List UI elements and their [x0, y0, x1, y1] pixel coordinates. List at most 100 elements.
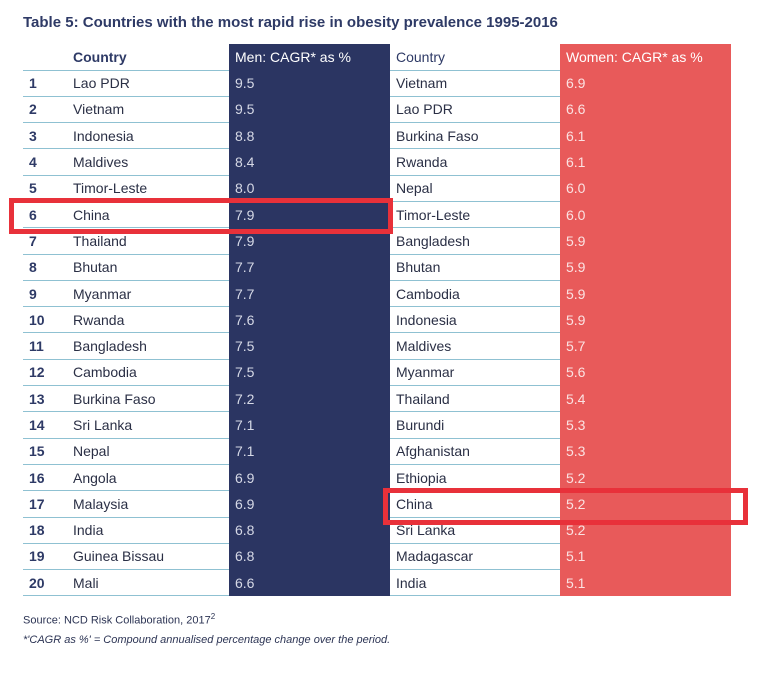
cell-rank: 19 — [23, 543, 67, 571]
cell-rank: 14 — [23, 411, 67, 439]
cell-women-val: 5.6 — [560, 359, 731, 387]
cell-women-val: 5.9 — [560, 227, 731, 255]
cell-women-country: Vietnam — [390, 70, 560, 97]
cell-men-country: Malaysia — [67, 490, 229, 518]
table-body: 1 Lao PDR 9.5 Vietnam 6.9 2 Vietnam 9.5 Lao PDR 6… — [23, 70, 731, 597]
cell-women-val: 5.2 — [560, 490, 731, 518]
cell-rank: 11 — [23, 332, 67, 360]
cell-men-country: Nepal — [67, 438, 229, 465]
cell-women-val: 5.1 — [560, 569, 731, 597]
cell-rank: 5 — [23, 175, 67, 202]
table-header: Country Men: CAGR* as % Country Women: C… — [23, 44, 731, 71]
cell-rank: 10 — [23, 306, 67, 334]
header-men-value: Men: CAGR* as % — [229, 44, 390, 70]
cell-women-country: Bhutan — [390, 254, 560, 281]
cell-rank: 18 — [23, 517, 67, 544]
table-row: 15 Nepal 7.1 Afghanistan 5.3 — [23, 438, 731, 465]
table-row: 11 Bangladesh 7.5 Maldives 5.7 — [23, 332, 731, 360]
cell-men-val: 7.7 — [229, 280, 390, 308]
cell-women-val: 5.1 — [560, 543, 731, 571]
table-row: 20 Mali 6.6 India 5.1 — [23, 569, 731, 597]
cell-women-val: 5.9 — [560, 280, 731, 308]
cell-men-val: 7.1 — [229, 438, 390, 465]
cell-women-val: 6.0 — [560, 175, 731, 202]
cell-women-country: Timor-Leste — [390, 201, 560, 229]
cell-men-val: 7.2 — [229, 385, 390, 413]
cell-women-country: China — [390, 490, 560, 518]
cell-women-country: Myanmar — [390, 359, 560, 387]
cell-men-country: Sri Lanka — [67, 411, 229, 439]
table-row: 13 Burkina Faso 7.2 Thailand 5.4 — [23, 385, 731, 413]
cell-women-country: Afghanistan — [390, 438, 560, 465]
cell-men-country: Bangladesh — [67, 332, 229, 360]
cell-men-val: 6.8 — [229, 543, 390, 571]
cell-rank: 6 — [23, 201, 67, 229]
cell-women-country: Bangladesh — [390, 227, 560, 255]
cell-men-country: Vietnam — [67, 96, 229, 124]
cell-women-val: 5.9 — [560, 254, 731, 281]
table-title: Table 5: Countries with the most rapid r… — [23, 14, 558, 31]
cell-rank: 13 — [23, 385, 67, 413]
cell-women-country: Maldives — [390, 332, 560, 360]
cell-men-val: 7.1 — [229, 411, 390, 439]
cell-men-val: 8.8 — [229, 122, 390, 150]
cell-men-country: Maldives — [67, 148, 229, 176]
table-row: 5 Timor-Leste 8.0 Nepal 6.0 — [23, 175, 731, 202]
cell-rank: 20 — [23, 569, 67, 597]
cell-men-val: 7.5 — [229, 359, 390, 387]
table-row: 17 Malaysia 6.9 China 5.2 — [23, 490, 731, 518]
cell-women-val: 5.4 — [560, 385, 731, 413]
table-row: 7 Thailand 7.9 Bangladesh 5.9 — [23, 227, 731, 255]
footnote: *'CAGR as %' = Compound annualised perce… — [23, 634, 391, 646]
cell-rank: 15 — [23, 438, 67, 465]
cell-men-val: 7.5 — [229, 332, 390, 360]
cell-men-val: 7.9 — [229, 227, 390, 255]
table-row: 9 Myanmar 7.7 Cambodia 5.9 — [23, 280, 731, 308]
cell-rank: 17 — [23, 490, 67, 518]
table-row: 1 Lao PDR 9.5 Vietnam 6.9 — [23, 70, 731, 97]
cell-men-val: 6.6 — [229, 569, 390, 597]
cell-men-val: 9.5 — [229, 70, 390, 97]
cell-men-country: Lao PDR — [67, 70, 229, 97]
cell-women-val: 5.3 — [560, 438, 731, 465]
table-row: 12 Cambodia 7.5 Myanmar 5.6 — [23, 359, 731, 387]
header-rank — [23, 44, 67, 71]
cell-rank: 12 — [23, 359, 67, 387]
cell-women-country: Madagascar — [390, 543, 560, 571]
cell-women-country: Indonesia — [390, 306, 560, 334]
cell-men-val: 7.7 — [229, 254, 390, 281]
cell-rank: 2 — [23, 96, 67, 124]
cell-women-val: 5.7 — [560, 332, 731, 360]
cell-men-country: Myanmar — [67, 280, 229, 308]
cell-women-country: Burkina Faso — [390, 122, 560, 150]
cell-women-country: Cambodia — [390, 280, 560, 308]
cell-women-country: Thailand — [390, 385, 560, 413]
table-row: 16 Angola 6.9 Ethiopia 5.2 — [23, 464, 731, 492]
cell-men-country: Burkina Faso — [67, 385, 229, 413]
cell-rank: 8 — [23, 254, 67, 281]
cell-rank: 9 — [23, 280, 67, 308]
table-row: 14 Sri Lanka 7.1 Burundi 5.3 — [23, 411, 731, 439]
table-row: 3 Indonesia 8.8 Burkina Faso 6.1 — [23, 122, 731, 150]
cell-rank: 4 — [23, 148, 67, 176]
header-row: Country Men: CAGR* as % Country Women: C… — [23, 44, 731, 71]
cell-rank: 1 — [23, 70, 67, 97]
table-row: 2 Vietnam 9.5 Lao PDR 6.6 — [23, 96, 731, 124]
cell-men-country: Rwanda — [67, 306, 229, 334]
cell-men-country: Bhutan — [67, 254, 229, 281]
cell-women-country: Ethiopia — [390, 464, 560, 492]
cell-men-country: Guinea Bissau — [67, 543, 229, 571]
obesity-table: Country Men: CAGR* as % Country Women: C… — [23, 44, 731, 597]
table-row: 10 Rwanda 7.6 Indonesia 5.9 — [23, 306, 731, 334]
cell-men-val: 7.6 — [229, 306, 390, 334]
cell-rank: 16 — [23, 464, 67, 492]
table-row: 6 China 7.9 Timor-Leste 6.0 — [23, 201, 731, 229]
header-women-country: Country — [390, 44, 560, 71]
header-women-value: Women: CAGR* as % — [560, 44, 731, 70]
cell-men-val: 7.9 — [229, 201, 390, 229]
cell-men-country: Indonesia — [67, 122, 229, 150]
cell-men-country: Mali — [67, 569, 229, 597]
cell-rank: 7 — [23, 227, 67, 255]
cell-women-val: 6.1 — [560, 148, 731, 176]
cell-women-country: Lao PDR — [390, 96, 560, 124]
